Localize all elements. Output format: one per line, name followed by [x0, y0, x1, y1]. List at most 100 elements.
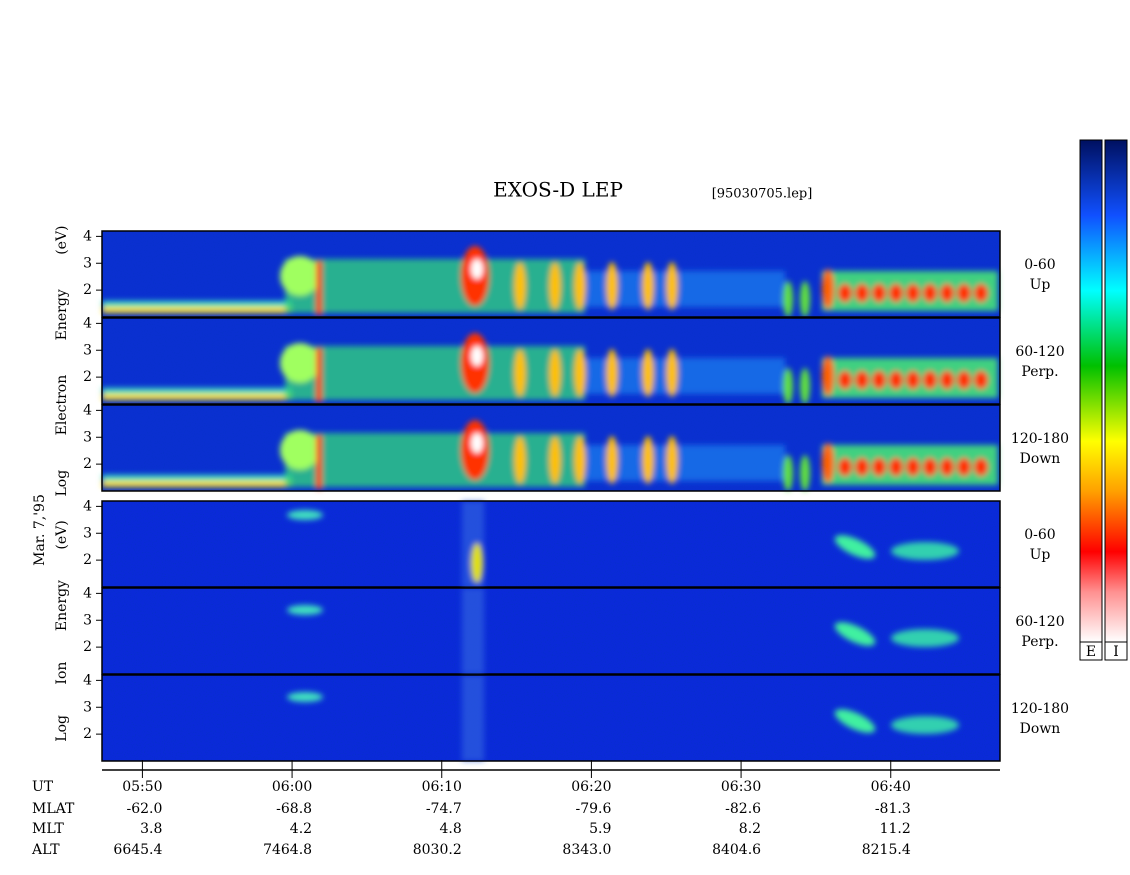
y-tick-label: 2 — [83, 282, 92, 298]
y-tick-label: 4 — [83, 585, 92, 601]
feature — [585, 358, 785, 394]
feature — [666, 262, 678, 310]
feature — [855, 284, 869, 302]
angle-label: 120-180 — [1011, 701, 1069, 717]
direction-label: Down — [1020, 721, 1061, 737]
feature — [642, 436, 654, 484]
feature — [574, 262, 586, 310]
ephemeris-value: 8215.4 — [862, 842, 911, 858]
feature — [606, 436, 618, 484]
feature — [891, 629, 959, 647]
direction-label: Perp. — [1021, 634, 1058, 650]
feature — [102, 481, 292, 487]
ephemeris-value: 8.2 — [739, 821, 761, 837]
feature — [800, 455, 810, 491]
feature — [549, 349, 561, 397]
feature — [642, 262, 654, 310]
panel-frame — [101, 230, 1001, 318]
feature — [838, 458, 852, 476]
colorbar-label: E — [1086, 644, 1096, 660]
feature — [783, 455, 793, 491]
angle-label: 0-60 — [1024, 257, 1055, 273]
file-name: [95030705.lep] — [712, 187, 813, 202]
spectrogram-features — [287, 675, 959, 761]
feature — [834, 535, 876, 559]
ephemeris-value: 8343.0 — [562, 842, 611, 858]
feature — [471, 259, 483, 279]
feature — [666, 436, 678, 484]
feature — [891, 542, 959, 560]
ephemeris-value: -81.3 — [875, 801, 911, 817]
x-tick-label: 06:30 — [721, 779, 761, 795]
ephemeris-value: -74.7 — [426, 801, 462, 817]
ephemeris-value: 6645.4 — [113, 842, 162, 858]
feature — [285, 346, 585, 400]
feature — [574, 436, 586, 484]
ephemeris-value: 4.2 — [290, 821, 312, 837]
direction-label: Down — [1020, 451, 1061, 467]
feature — [462, 675, 484, 761]
ephemeris-value: -68.8 — [276, 801, 312, 817]
feature — [872, 371, 886, 389]
ephemeris-label: ALT — [31, 842, 60, 858]
feature — [891, 716, 959, 734]
y-tick-label: 4 — [83, 228, 92, 244]
colorbar — [1104, 139, 1128, 643]
x-tick-label: 06:00 — [272, 779, 312, 795]
y-axis-title: Log Ion Energy (eV) — [54, 520, 70, 741]
angle-label: 120-180 — [1011, 431, 1069, 447]
ephemeris-value: 4.8 — [439, 821, 461, 837]
feature — [514, 436, 526, 484]
angle-label: 60-120 — [1015, 614, 1064, 630]
feature — [838, 371, 852, 389]
spectrogram-features — [102, 246, 998, 317]
feature — [800, 281, 810, 317]
feature — [800, 368, 810, 404]
y-tick-label: 3 — [83, 525, 92, 541]
ephemeris-value: -79.6 — [576, 801, 612, 817]
feature — [940, 371, 954, 389]
ephemeris-value: 8404.6 — [712, 842, 761, 858]
y-tick-label: 2 — [83, 456, 92, 472]
colorbar — [1079, 139, 1103, 643]
ephemeris-label: UT — [32, 779, 54, 795]
feature — [872, 284, 886, 302]
feature — [606, 262, 618, 310]
feature — [549, 436, 561, 484]
spectrogram-features — [102, 333, 998, 404]
panel-frame — [101, 404, 1001, 492]
feature — [285, 259, 585, 313]
feature — [889, 284, 903, 302]
feature — [834, 709, 876, 733]
feature — [872, 458, 886, 476]
direction-label: Up — [1030, 277, 1051, 293]
x-tick-label: 06:10 — [422, 779, 462, 795]
feature — [957, 371, 971, 389]
angle-label: 60-120 — [1015, 344, 1064, 360]
feature — [923, 371, 937, 389]
feature — [783, 368, 793, 404]
y-tick-label: 2 — [83, 369, 92, 385]
ephemeris-label: MLAT — [32, 801, 75, 817]
feature — [285, 433, 585, 487]
direction-label: Perp. — [1021, 364, 1058, 380]
feature — [102, 394, 292, 400]
y-tick-label: 2 — [83, 726, 92, 742]
y-tick-label: 3 — [83, 342, 92, 358]
spectrogram-features — [287, 501, 959, 587]
spectrogram-features — [102, 420, 998, 491]
feature — [316, 261, 322, 315]
feature — [974, 371, 988, 389]
ephemeris-value: -62.0 — [127, 801, 163, 817]
panel-frame — [101, 500, 1001, 588]
feature — [923, 458, 937, 476]
chart-title: EXOS-D LEP — [493, 178, 623, 202]
feature — [574, 349, 586, 397]
colorbar-label: I — [1113, 644, 1119, 660]
feature — [940, 458, 954, 476]
y-tick-label: 3 — [83, 699, 92, 715]
x-tick-label: 06:20 — [571, 779, 611, 795]
y-tick-label: 3 — [83, 255, 92, 271]
spectrogram-features — [287, 588, 959, 674]
